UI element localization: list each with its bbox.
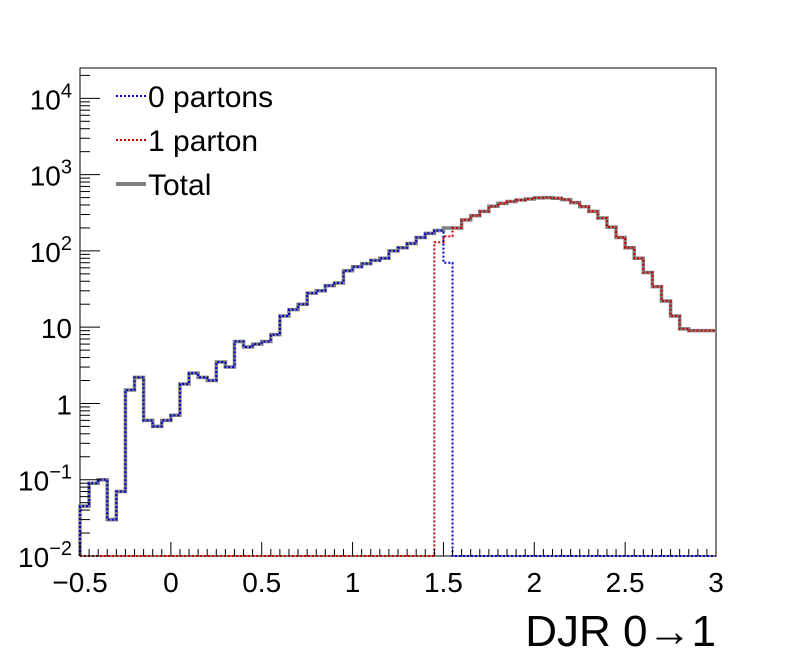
y-tick-label: 10−2 bbox=[18, 538, 72, 573]
series-layer bbox=[78, 195, 716, 557]
legend-label: 1 parton bbox=[148, 125, 258, 158]
x-axis-title: DJR 0→1 bbox=[525, 607, 716, 656]
legend: 0 partons 1 parton Total bbox=[116, 81, 273, 202]
x-tick-label: 0.5 bbox=[242, 567, 281, 598]
x-tick-label: 0 bbox=[163, 567, 179, 598]
x-axis-ticks: −0.5 0 0.5 1 1.5 2 2.5 3 bbox=[52, 542, 724, 598]
series-1-parton bbox=[80, 196, 716, 557]
legend-label: Total bbox=[148, 169, 211, 202]
x-tick-label: −0.5 bbox=[52, 567, 107, 598]
x-tick-label: 1 bbox=[345, 567, 361, 598]
x-tick-label: 2 bbox=[526, 567, 542, 598]
legend-label: 0 partons bbox=[148, 81, 273, 114]
x-tick-label: 3 bbox=[708, 567, 724, 598]
y-axis-ticks: 10−2 10−1 1 10 102 103 104 bbox=[18, 74, 100, 573]
series-0-partons bbox=[79, 229, 716, 557]
y-tick-label: 102 bbox=[30, 233, 72, 268]
y-tick-label: 10−1 bbox=[18, 462, 72, 497]
x-tick-label: 1.5 bbox=[424, 567, 463, 598]
y-tick-label: 1 bbox=[56, 389, 72, 420]
y-tick-label: 10 bbox=[41, 313, 72, 344]
y-tick-label: 104 bbox=[30, 80, 72, 115]
y-tick-label: 103 bbox=[30, 157, 72, 192]
x-tick-label: 2.5 bbox=[606, 567, 645, 598]
